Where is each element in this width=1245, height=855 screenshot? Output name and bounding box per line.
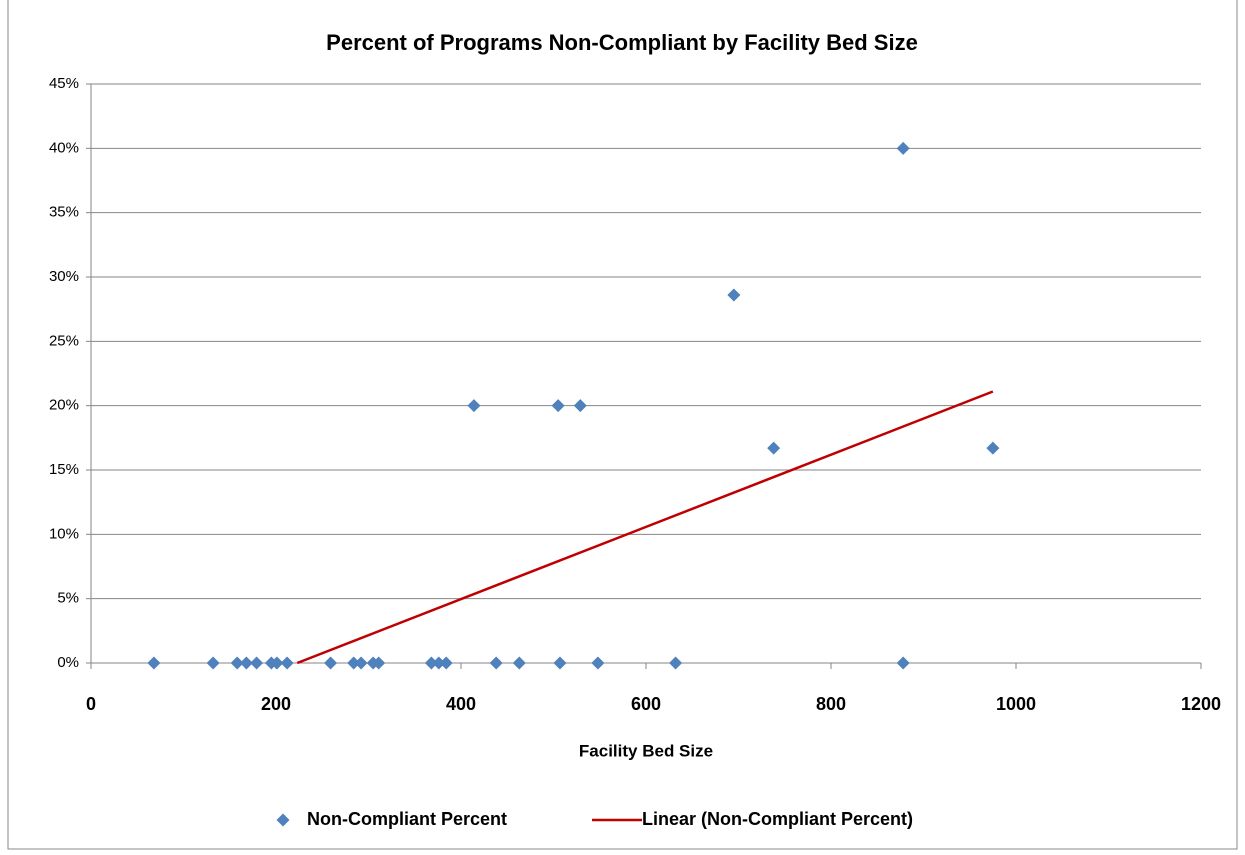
y-tick-label: 25%	[49, 332, 79, 349]
point	[270, 656, 284, 670]
y-tick-label: 5%	[57, 590, 79, 607]
y-tick-label: 10%	[49, 525, 79, 542]
y-tick-label: 40%	[49, 139, 79, 156]
point	[467, 399, 481, 413]
point	[250, 656, 264, 670]
point	[512, 656, 526, 670]
y-tick-label: 15%	[49, 461, 79, 478]
x-tick-label: 400	[446, 694, 476, 714]
point	[280, 656, 294, 670]
chart-border	[7, 0, 1238, 850]
y-tick-label: 35%	[49, 204, 79, 221]
point	[573, 399, 587, 413]
legend-symbol	[276, 813, 290, 827]
point	[669, 656, 683, 670]
point	[372, 656, 386, 670]
point	[551, 399, 565, 413]
point	[354, 656, 368, 670]
point	[896, 656, 910, 670]
trend-line	[296, 390, 994, 665]
point	[347, 656, 361, 670]
chart-title: Percent of Programs Non-Compliant by Fac…	[326, 30, 918, 55]
point	[439, 656, 453, 670]
y-tick-label: 30%	[49, 268, 79, 285]
point	[489, 656, 503, 670]
point	[147, 656, 161, 670]
x-tick-label: 800	[816, 694, 846, 714]
x-tick-label: 200	[261, 694, 291, 714]
legend-label: Non-Compliant Percent	[307, 809, 507, 829]
point	[206, 656, 220, 670]
point	[230, 656, 244, 670]
point	[727, 288, 741, 302]
y-tick-label: 20%	[49, 397, 79, 414]
y-tick-label: 45%	[49, 75, 79, 92]
point	[424, 656, 438, 670]
point	[432, 656, 446, 670]
x-tick-label: 0	[86, 694, 96, 714]
legend-label: Linear (Non-Compliant Percent)	[642, 809, 913, 829]
x-tick-label: 1200	[1181, 694, 1221, 714]
x-axis-title: Facility Bed Size	[579, 741, 713, 760]
point	[553, 656, 567, 670]
point	[239, 656, 253, 670]
x-tick-label: 1000	[996, 694, 1036, 714]
x-tick-label: 600	[631, 694, 661, 714]
point	[767, 441, 781, 455]
point	[591, 656, 605, 670]
y-tick-label: 0%	[57, 654, 79, 671]
point	[324, 656, 338, 670]
point	[986, 441, 1000, 455]
point	[896, 141, 910, 155]
